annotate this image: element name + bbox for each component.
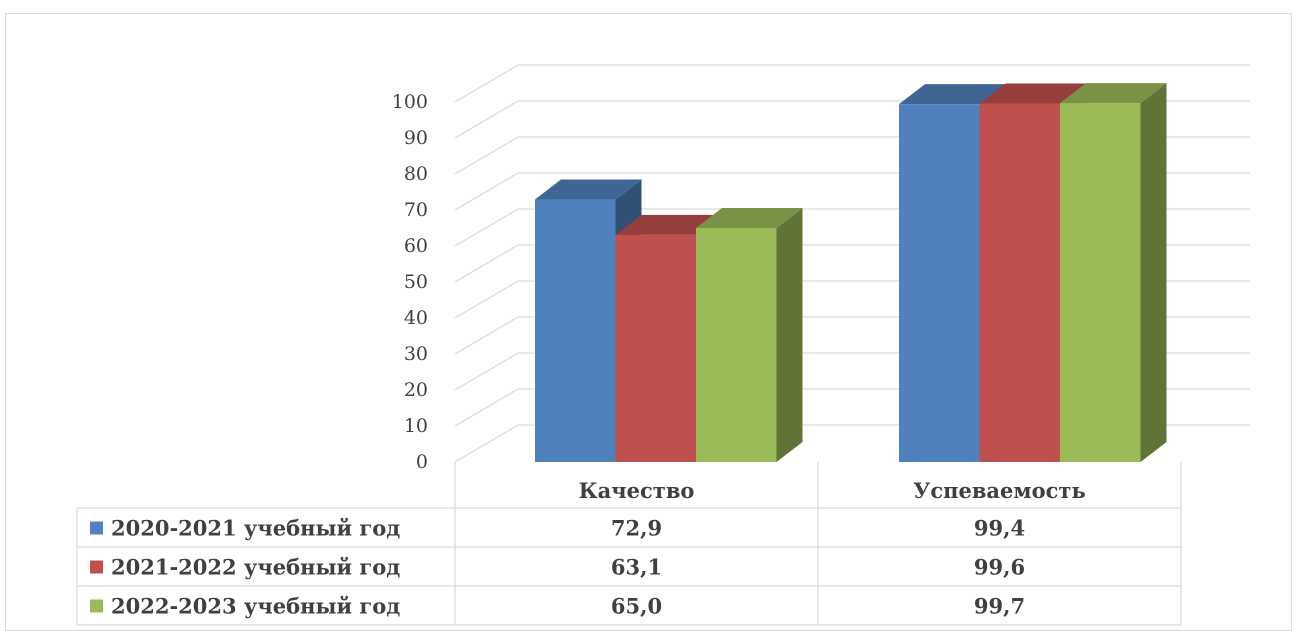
bar bbox=[535, 199, 616, 462]
bar bbox=[615, 234, 696, 462]
y-tick-label: 70 bbox=[404, 199, 428, 221]
gridline-diagonal bbox=[454, 100, 519, 139]
table-value-cell: 65,0 bbox=[611, 594, 662, 619]
gridline-diagonal bbox=[454, 424, 519, 463]
y-tick-label: 0 bbox=[416, 451, 428, 473]
gridline-diagonal bbox=[454, 352, 519, 391]
bar-side bbox=[776, 208, 803, 462]
gridline-diagonal bbox=[454, 280, 519, 319]
y-tick-label: 100 bbox=[392, 91, 428, 113]
bar-top bbox=[899, 84, 1006, 105]
legend-series-label: 2021-2022 учебный год bbox=[111, 555, 400, 580]
table-value-cell: 99,4 bbox=[974, 516, 1025, 541]
gridline-diagonal bbox=[454, 136, 519, 175]
gridline-diagonal bbox=[454, 208, 519, 247]
bar-top bbox=[1060, 83, 1167, 104]
gridline-diagonal bbox=[454, 244, 519, 283]
gridline-diagonal bbox=[454, 64, 519, 103]
y-tick-label: 10 bbox=[404, 415, 428, 437]
bar-top bbox=[535, 179, 642, 200]
y-tick-label: 80 bbox=[404, 163, 428, 185]
gridline-diagonal bbox=[454, 172, 519, 211]
legend-key bbox=[90, 560, 103, 574]
bar-side bbox=[1140, 83, 1167, 462]
gridline-diagonal bbox=[454, 316, 519, 355]
bar bbox=[696, 228, 777, 462]
table-category-header: Качество bbox=[579, 478, 695, 503]
y-tick-label: 60 bbox=[404, 235, 428, 257]
table-value-cell: 99,7 bbox=[974, 594, 1025, 619]
gridline-diagonal bbox=[454, 388, 519, 427]
y-tick-label: 20 bbox=[404, 379, 428, 401]
bar-top bbox=[979, 83, 1086, 104]
bar-top bbox=[696, 208, 803, 228]
bar bbox=[899, 104, 980, 462]
legend-series-label: 2020-2021 учебный год bbox=[111, 516, 400, 541]
bar bbox=[979, 103, 1060, 462]
table-category-header: Успеваемость bbox=[913, 478, 1085, 503]
bar bbox=[1060, 103, 1141, 462]
table-value-cell: 72,9 bbox=[611, 516, 662, 541]
y-tick-label: 40 bbox=[404, 307, 428, 329]
table-value-cell: 99,6 bbox=[974, 555, 1025, 580]
y-tick-label: 90 bbox=[404, 127, 428, 149]
y-tick-label: 30 bbox=[404, 343, 428, 365]
bar-top bbox=[615, 214, 722, 235]
legend-series-label: 2022-2023 учебный год bbox=[111, 594, 400, 619]
table-value-cell: 63,1 bbox=[611, 555, 662, 580]
legend-key bbox=[90, 599, 103, 613]
legend-key bbox=[90, 521, 103, 535]
y-tick-label: 50 bbox=[404, 271, 428, 293]
